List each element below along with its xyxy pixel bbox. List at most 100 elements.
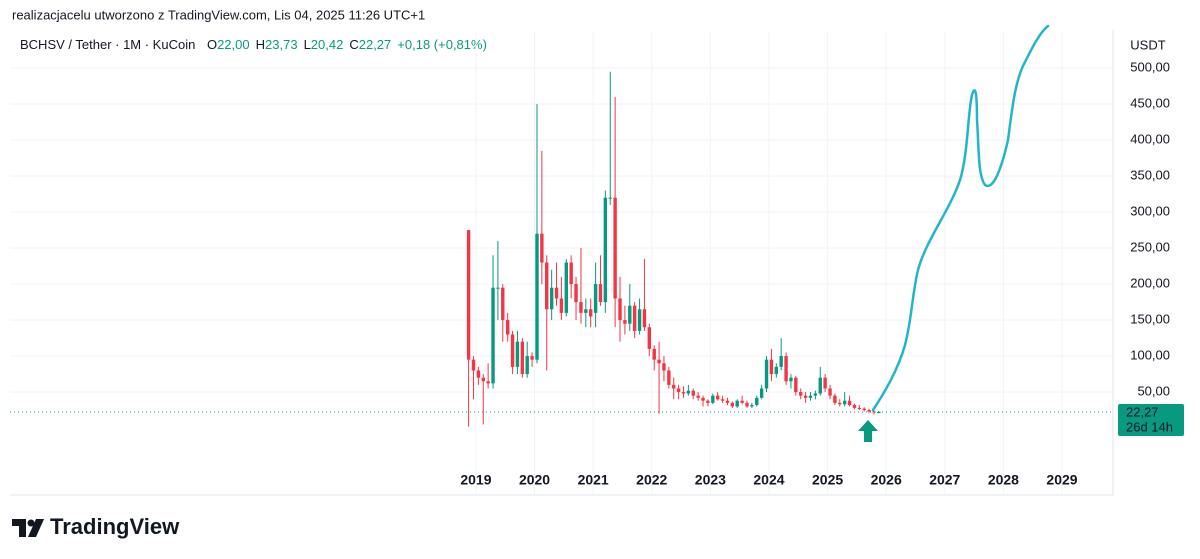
candle-body (833, 395, 837, 403)
candle-body (730, 402, 735, 407)
candle-body (847, 400, 852, 406)
logo-mark (12, 519, 44, 537)
candle-body (540, 233, 544, 263)
candle-body (764, 359, 769, 389)
candle-body (632, 305, 637, 331)
candle-body (720, 399, 725, 401)
candle-body (799, 392, 803, 396)
candle-body (711, 395, 715, 403)
candle-body (476, 370, 481, 378)
candle-body (598, 284, 603, 303)
symbol: BCHSV / Tether · 1M · KuCoin (20, 37, 195, 52)
candle-body (784, 356, 788, 382)
x-tick-label: 2019 (460, 472, 491, 488)
x-tick-label: 2023 (695, 472, 726, 488)
candle-body (745, 402, 749, 407)
candle-body (857, 407, 862, 409)
logo: TradingView (50, 514, 180, 539)
candle-body (618, 298, 622, 321)
credit: realizacjacelu utworzono z TradingView.c… (12, 7, 425, 22)
y-tick-label: 450,00 (1130, 96, 1170, 111)
candle-body (481, 377, 485, 382)
candle-body (828, 388, 832, 396)
plot (10, 32, 1113, 495)
x-tick-label: 2022 (636, 472, 667, 488)
y-tick-label: 400,00 (1130, 132, 1170, 147)
legend-value: 23,73 (265, 37, 298, 52)
x-tick-label: 2020 (519, 472, 550, 488)
candle-body (769, 359, 774, 375)
candle-body (510, 334, 515, 367)
candle-body (715, 395, 720, 400)
y-tick-label: 500,00 (1130, 60, 1170, 75)
candle-body (466, 230, 471, 360)
change: +0,18 (+0,81%) (397, 37, 487, 52)
candle-body (808, 395, 813, 398)
candle-body (515, 341, 520, 367)
candle-body (862, 408, 866, 411)
candle-body (593, 284, 598, 313)
candle-body (774, 366, 779, 375)
candle-body (779, 356, 783, 367)
candle-body (803, 395, 808, 398)
candle-body (628, 305, 632, 324)
candle-body (559, 298, 564, 313)
x-tick-label: 2029 (1046, 472, 1077, 488)
candle-body (491, 287, 495, 384)
candle-body (667, 370, 671, 385)
candle-body (852, 405, 857, 408)
candle-body (794, 377, 798, 393)
candle-body (740, 400, 744, 403)
candle-body (676, 388, 681, 393)
candle-body (818, 377, 822, 394)
candle-body (652, 348, 656, 360)
candle-body (647, 327, 651, 349)
legend-key: O (207, 37, 217, 52)
candle-body (471, 359, 476, 371)
candle-body (584, 309, 588, 313)
candle-body (842, 400, 847, 405)
candle-body (662, 363, 666, 371)
candle-body (823, 377, 827, 389)
candle-body (735, 400, 739, 407)
y-tick-label: 50,00 (1137, 384, 1170, 399)
candle-body (623, 320, 627, 324)
price-label-box (1118, 404, 1184, 437)
x-tick-label: 2027 (929, 472, 960, 488)
candle-body (750, 405, 754, 407)
candle-body (588, 309, 593, 317)
candle-body (530, 356, 534, 360)
candle-body (872, 411, 876, 413)
candle-body (759, 388, 764, 398)
candle-body (681, 392, 686, 394)
candle-body (813, 393, 818, 396)
candle-body (501, 287, 505, 321)
candle-body (701, 397, 705, 401)
legend-key: C (349, 37, 358, 52)
candle-body (755, 397, 759, 406)
candle-body (838, 402, 842, 405)
y-tick-label: 250,00 (1130, 240, 1170, 255)
countdown: 26d 14h (1126, 419, 1173, 434)
candle-body (525, 356, 529, 375)
candle-body (603, 197, 608, 303)
candle-body (686, 390, 691, 394)
drawing (871, 24, 1050, 412)
candle-body (545, 262, 549, 310)
unit-box[interactable] (1120, 34, 1170, 58)
candle-body (569, 262, 573, 285)
y-tick-label: 100,00 (1130, 348, 1170, 363)
candle-body (564, 262, 569, 313)
candle-body (520, 341, 525, 375)
candle-body (657, 359, 661, 364)
candle-body (496, 287, 500, 289)
y-tick-label: 150,00 (1130, 312, 1170, 327)
candle-body (549, 287, 554, 310)
candle-body (672, 384, 676, 389)
legend-key: L (304, 37, 311, 52)
candle-body (725, 400, 730, 403)
candle-body (505, 320, 510, 335)
candle-body (579, 302, 583, 313)
